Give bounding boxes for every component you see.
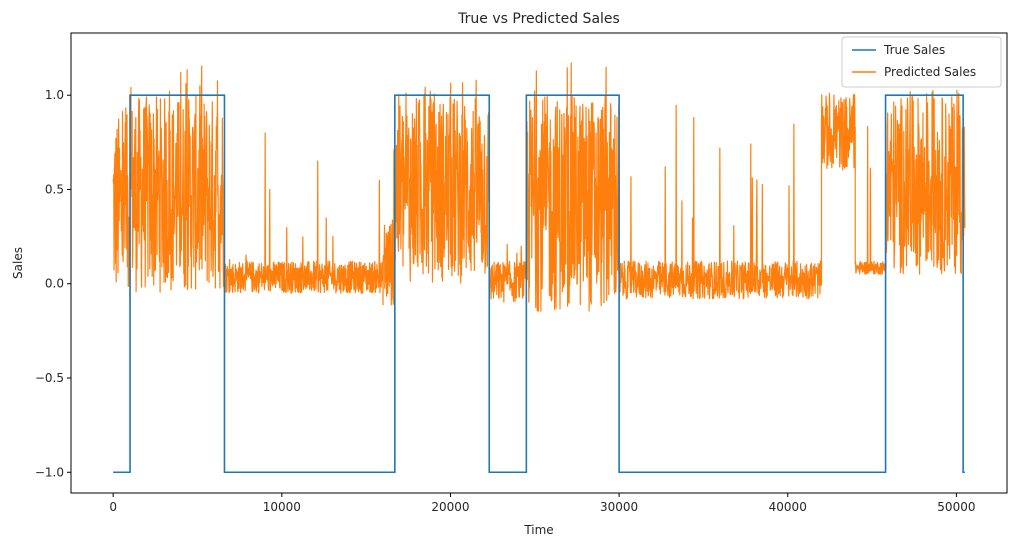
legend-predicted-sales-label: Predicted Sales xyxy=(884,65,976,79)
y-axis: −1.0 −0.5 0.0 0.5 1.0 xyxy=(35,88,71,479)
chart-title: True vs Predicted Sales xyxy=(457,11,620,27)
predicted-sales-line xyxy=(112,62,966,312)
plot-area xyxy=(112,62,966,474)
plot-frame xyxy=(70,32,1008,494)
x-axis: 0 10000 20000 30000 40000 50000 xyxy=(109,493,975,514)
x-tick-label: 20000 xyxy=(431,500,469,514)
y-axis-label: Sales xyxy=(11,247,25,279)
series-true-sales xyxy=(113,94,965,474)
y-tick-label: −0.5 xyxy=(35,371,64,385)
y-tick-label: −1.0 xyxy=(35,465,64,479)
y-tick-label: 0.5 xyxy=(45,182,64,196)
x-axis-label: Time xyxy=(523,523,553,537)
legend: True Sales Predicted Sales xyxy=(841,36,1002,88)
y-tick-label: 0.0 xyxy=(45,277,64,291)
series-predicted-sales xyxy=(112,62,966,312)
y-tick-label: 1.0 xyxy=(45,88,64,102)
x-tick-label: 10000 xyxy=(263,500,301,514)
legend-box xyxy=(841,36,1002,88)
x-tick-label: 50000 xyxy=(937,500,975,514)
legend-true-sales-label: True Sales xyxy=(883,43,945,57)
x-tick-label: 0 xyxy=(109,500,117,514)
true-sales-line xyxy=(113,94,965,474)
x-tick-label: 40000 xyxy=(769,500,807,514)
x-tick-label: 30000 xyxy=(600,500,638,514)
